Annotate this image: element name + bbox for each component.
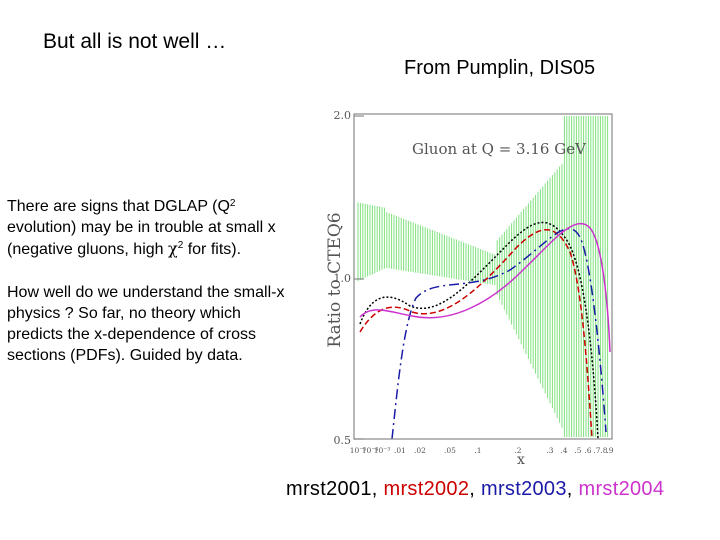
- x-tick-label: .2: [514, 446, 521, 455]
- y-axis-label: Ratio to CTEQ6: [325, 212, 345, 347]
- x-tick-label: .05: [444, 446, 456, 455]
- legend-sep-2: ,: [469, 478, 481, 500]
- x-tick-label: .01: [394, 446, 406, 455]
- x-tick-label: 10⁻⁴: [362, 446, 379, 455]
- legend-mrst2003: mrst2003: [481, 478, 567, 500]
- y-tick-2-0: 2.0: [334, 109, 352, 122]
- x-tick-label: .4: [560, 446, 567, 455]
- curve-legend: mrst2001, mrst2002, mrst2003, mrst2004: [286, 478, 664, 501]
- source-note: From Pumplin, DIS05: [404, 57, 596, 79]
- paragraph-small-x: How well do we understand the small-x ph…: [7, 284, 285, 364]
- panel-title: Gluon at Q = 3.16 GeV: [412, 140, 587, 158]
- x-tick-label: .6: [584, 446, 591, 455]
- x-tick-label: .5: [574, 446, 581, 455]
- plot-frame: [353, 113, 613, 440]
- x-tick-label: .1: [474, 446, 481, 455]
- legend-mrst2004: mrst2004: [578, 478, 665, 500]
- legend-mrst2001: mrst2001: [286, 478, 372, 500]
- p1-superscript-2: 2: [177, 240, 184, 251]
- p1-superscript-1: 2: [229, 198, 236, 209]
- curve-mrst2001: [359, 221, 599, 440]
- x-tick-label: .02: [414, 446, 426, 455]
- legend-sep-3: ,: [566, 478, 579, 500]
- uncertainty-band: [357, 116, 609, 437]
- p1-chi-symbol: χ: [168, 239, 178, 258]
- x-tick-label: .7: [593, 446, 600, 455]
- x-axis-label: x: [517, 452, 525, 468]
- curve-mrst2004: [359, 222, 611, 353]
- legend-mrst2002: mrst2002: [383, 478, 470, 500]
- curve-mrst2002: [359, 229, 593, 440]
- p1-text-middle: evolution) may be in trouble at small x …: [7, 219, 276, 258]
- p1-text-end: for fits).: [183, 241, 242, 258]
- curve-mrst2003: [391, 227, 607, 440]
- slide-title: But all is not well …: [43, 30, 227, 53]
- pdf-curves: [359, 221, 611, 440]
- x-tick-labels: 10⁻⁵10⁻⁴10⁻³ .01 .02 .05 .1 .2 .3 .4 .5.6.7.8.9: [350, 446, 614, 455]
- y-tick-marks: [354, 115, 364, 440]
- x-tick-label: 10⁻⁵: [350, 446, 367, 455]
- x-tick-label: 10⁻³: [374, 446, 391, 455]
- x-tick-label: .3: [546, 446, 553, 455]
- y-tick-0-5: 0.5: [334, 434, 352, 447]
- x-tick-label: .8: [600, 446, 607, 455]
- paragraph-dglap: There are signs that DGLAP (Q2 evolution…: [7, 196, 299, 260]
- gluon-ratio-figure: 2.0 1.0 0.5 Gluon at Q = 3.16 GeV Ratio …: [325, 109, 614, 468]
- legend-sep-1: ,: [371, 478, 384, 500]
- x-tick-label: .9: [606, 446, 613, 455]
- p1-text-start: There are signs that DGLAP (Q: [7, 198, 230, 215]
- y-tick-1-0: 1.0: [334, 272, 352, 285]
